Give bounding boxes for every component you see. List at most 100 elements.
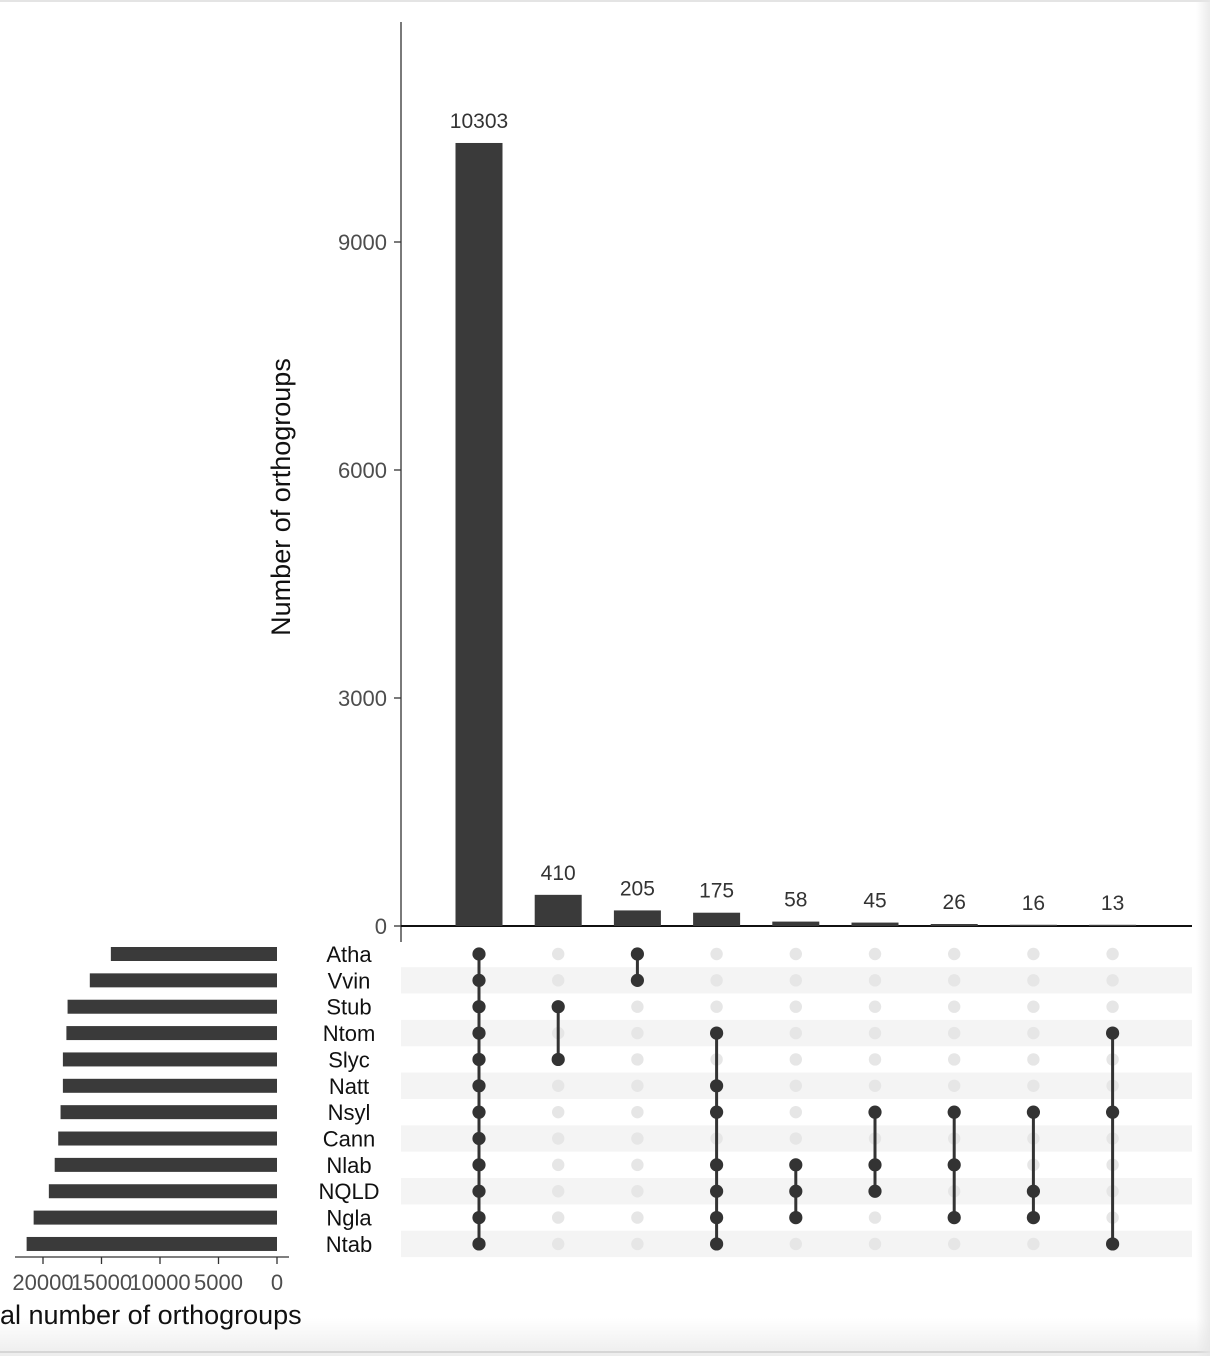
matrix-dot-inactive xyxy=(552,1132,565,1145)
set-size-bar xyxy=(62,1078,277,1093)
intersection-bar xyxy=(693,912,741,926)
matrix-dot-inactive xyxy=(948,1026,961,1040)
set-name-label: Ntab xyxy=(326,1232,372,1257)
y-tick-label: 3000 xyxy=(338,686,387,711)
set-size-bar xyxy=(60,1105,277,1120)
matrix-dot-active xyxy=(472,1105,486,1119)
set-name-label: Cann xyxy=(323,1127,376,1152)
matrix-dot-inactive xyxy=(789,1132,802,1145)
intersection-bar xyxy=(455,142,503,927)
matrix-dot-active xyxy=(710,1079,724,1093)
matrix-dot-inactive xyxy=(868,1026,882,1040)
intersection-bars xyxy=(455,142,1137,927)
matrix-dot-inactive xyxy=(948,1053,961,1066)
set-size-tick-label: 0 xyxy=(271,1270,283,1295)
matrix-dot-active xyxy=(630,973,645,987)
matrix-dot-active xyxy=(710,1237,724,1251)
matrix-dot-active xyxy=(472,1131,486,1146)
matrix-dot-inactive xyxy=(948,1079,961,1093)
y-tick-label: 9000 xyxy=(338,230,387,255)
window-right-shade xyxy=(1196,0,1210,1356)
intersection-bar xyxy=(534,894,582,926)
matrix-dot-inactive xyxy=(631,1000,644,1013)
set-size-bar xyxy=(26,1236,278,1251)
intersection-bar-value: 205 xyxy=(620,877,655,900)
matrix-dot-inactive xyxy=(1027,974,1040,987)
matrix-dot-inactive xyxy=(631,1158,644,1172)
set-size-bar xyxy=(67,999,277,1014)
matrix-dot-active xyxy=(868,1105,882,1119)
intersection-bar xyxy=(772,921,820,926)
intersection-bar-value: 410 xyxy=(541,862,576,885)
matrix-dot-inactive xyxy=(710,974,723,987)
set-size-axis-label: al number of orthogroups xyxy=(0,1300,302,1330)
matrix-dot-inactive xyxy=(789,1000,802,1013)
matrix-dot-active xyxy=(710,1105,724,1119)
intersection-bar-labels: 10303 410 205 175 58 45 26 16 13 xyxy=(450,110,1124,915)
set-size-tick-label: 15000 xyxy=(71,1270,132,1295)
set-size-bar xyxy=(66,1026,278,1041)
matrix-dot-inactive xyxy=(948,1237,961,1251)
window-bottom-shade xyxy=(0,1318,1210,1356)
matrix-dot-inactive xyxy=(552,947,565,961)
matrix-dot-inactive xyxy=(552,1237,565,1251)
matrix-dot-active xyxy=(1106,1105,1120,1119)
matrix-dot-inactive xyxy=(631,1105,644,1119)
matrix-dot-inactive xyxy=(1027,1000,1040,1013)
intersection-bar-value: 16 xyxy=(1022,892,1045,915)
matrix-dot-inactive xyxy=(868,947,882,961)
matrix-dot-inactive xyxy=(552,1211,565,1224)
matrix-dot-inactive xyxy=(789,1079,802,1093)
matrix-dot-inactive xyxy=(948,947,961,961)
set-name-label: Natt xyxy=(329,1074,369,1099)
matrix-dot-inactive xyxy=(789,947,802,961)
set-name-label: NQLD xyxy=(318,1179,379,1204)
matrix-dot-active xyxy=(472,973,486,987)
matrix-dot-inactive xyxy=(631,1053,644,1066)
window-bottom-border xyxy=(0,1351,1210,1353)
intersection-bar-value: 175 xyxy=(699,880,734,903)
intersection-bar-value: 45 xyxy=(863,890,886,913)
set-size-bars xyxy=(26,947,278,1251)
set-name-label: Atha xyxy=(326,942,372,967)
matrix-dot-active xyxy=(472,1158,486,1172)
matrix-dot-inactive xyxy=(868,1079,882,1093)
set-size-bar xyxy=(48,1184,277,1199)
set-size-tick-label: 10000 xyxy=(129,1270,190,1295)
matrix-dot-active xyxy=(472,1211,486,1225)
matrix-dot-active xyxy=(710,1211,724,1225)
matrix-dot-inactive xyxy=(1027,1079,1040,1093)
matrix-dot-inactive xyxy=(1027,1053,1040,1066)
set-name-label: Ngla xyxy=(326,1206,372,1231)
matrix-dot-inactive xyxy=(1106,974,1119,987)
matrix-dot-inactive xyxy=(552,1079,565,1093)
intersection-bar-value: 26 xyxy=(943,891,966,914)
matrix-dot-active xyxy=(947,1105,961,1119)
matrix-dot-inactive xyxy=(552,1158,565,1172)
matrix-dot-active xyxy=(1026,1105,1040,1119)
matrix-dot-inactive xyxy=(789,1053,802,1066)
matrix-dot-active xyxy=(472,1184,486,1198)
matrix-dot-inactive xyxy=(710,1000,723,1013)
set-size-bar xyxy=(54,1157,278,1172)
matrix-dot-active xyxy=(710,1184,724,1198)
y-tick-label: 6000 xyxy=(338,458,387,483)
matrix-dot-inactive xyxy=(948,1000,961,1013)
matrix-dot-inactive xyxy=(1106,1000,1119,1013)
matrix-dot-inactive xyxy=(1027,1237,1040,1251)
matrix-dot-inactive xyxy=(631,1237,644,1251)
set-size-bar xyxy=(33,1210,277,1225)
set-name-label: Nsyl xyxy=(328,1100,371,1125)
intersection-bar xyxy=(613,910,661,926)
matrix-dot-active xyxy=(1026,1211,1040,1225)
matrix-dot-inactive xyxy=(552,1185,565,1198)
matrix-dot-active xyxy=(472,947,486,961)
matrix-dot-active xyxy=(710,1158,724,1172)
set-name-label: Stub xyxy=(326,995,371,1020)
matrix-dot-inactive xyxy=(868,1053,882,1066)
window-top-border xyxy=(0,0,1210,2)
intersection-bar-value: 10303 xyxy=(450,110,508,133)
matrix-dot-active xyxy=(868,1184,882,1198)
